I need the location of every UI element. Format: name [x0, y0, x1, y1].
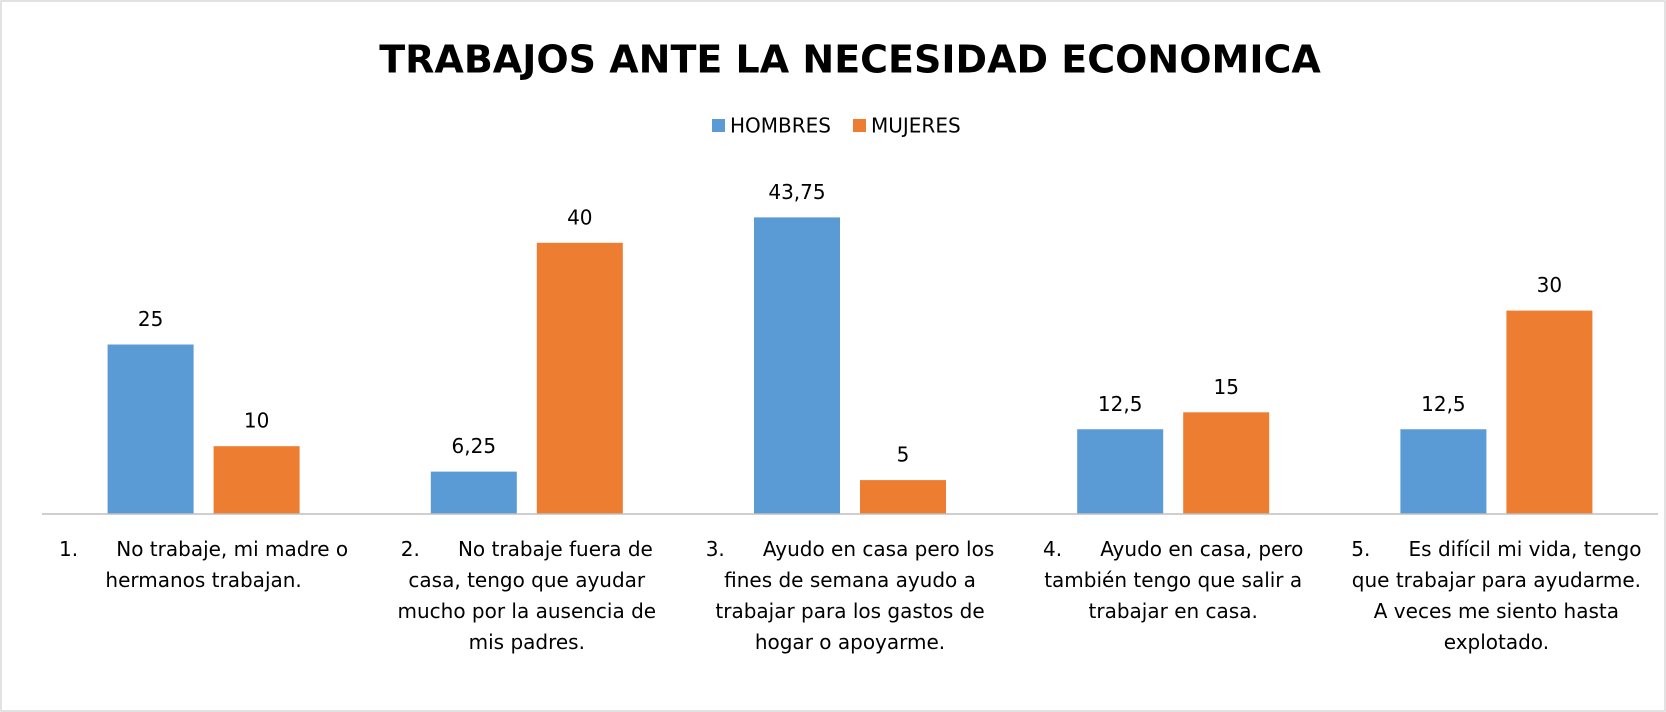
x-tick-label: 4. Ayudo en casa, pero también tengo que… — [1043, 537, 1310, 623]
data-label: 5 — [897, 443, 910, 467]
data-label: 6,25 — [452, 434, 497, 458]
bar — [754, 217, 840, 514]
data-label: 43,75 — [768, 180, 825, 204]
legend-swatch — [853, 119, 866, 132]
legend-label: HOMBRES — [730, 114, 831, 138]
legend-label: MUJERES — [871, 114, 961, 138]
data-label: 25 — [138, 307, 163, 331]
bar — [213, 446, 300, 514]
x-tick-label: 5. Es difícil mi vida, tengo que trabaja… — [1351, 537, 1648, 654]
bar — [107, 344, 194, 514]
bar — [1077, 429, 1164, 514]
legend-swatch — [712, 119, 725, 132]
bar — [1506, 310, 1593, 514]
data-label: 15 — [1213, 375, 1238, 399]
chart-title: TRABAJOS ANTE LA NECESIDAD ECONOMICA — [379, 38, 1321, 82]
bar — [860, 480, 946, 514]
data-label: 30 — [1537, 273, 1562, 297]
data-label: 10 — [244, 409, 269, 433]
bar — [1400, 429, 1487, 514]
data-label: 40 — [567, 205, 592, 229]
data-label: 12,5 — [1421, 392, 1466, 416]
x-tick-label: 1. No trabaje, mi madre o hermanos traba… — [59, 537, 355, 592]
bar — [430, 471, 517, 514]
bar — [536, 242, 623, 515]
bar — [1183, 412, 1270, 514]
data-label: 12,5 — [1098, 392, 1143, 416]
x-tick-label: 3. Ayudo en casa pero los fines de seman… — [705, 537, 1001, 654]
x-tick-label: 2. No trabaje fuera de casa, tengo que a… — [397, 537, 663, 654]
